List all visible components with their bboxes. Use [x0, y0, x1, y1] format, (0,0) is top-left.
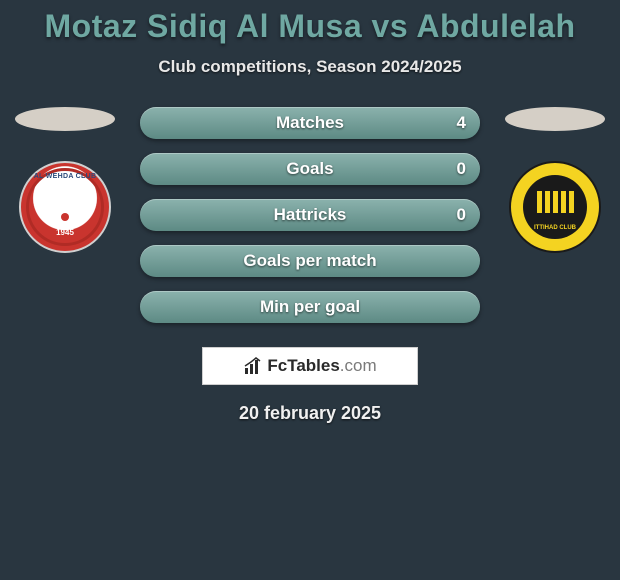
left-player-ellipse	[15, 107, 115, 131]
stat-bar-matches: Matches 4	[140, 107, 480, 139]
logo-suffix: .com	[340, 356, 377, 375]
right-column: ITTIHAD CLUB	[500, 107, 610, 253]
fctables-logo: FcTables.com	[202, 347, 418, 385]
stat-right-value: 0	[457, 205, 466, 225]
left-column: AL WEHDA CLUB 1945	[10, 107, 120, 253]
left-club-badge: AL WEHDA CLUB 1945	[19, 161, 111, 253]
stat-label: Goals per match	[243, 251, 376, 271]
chart-icon	[243, 356, 263, 376]
comparison-card: Motaz Sidiq Al Musa vs Abdulelah Club co…	[0, 0, 620, 424]
stat-bar-goals: Goals 0	[140, 153, 480, 185]
subtitle: Club competitions, Season 2024/2025	[0, 57, 620, 77]
stat-label: Min per goal	[260, 297, 360, 317]
right-badge-text: ITTIHAD CLUB	[511, 225, 599, 231]
stat-label: Goals	[286, 159, 333, 179]
left-badge-year: 1945	[21, 228, 109, 237]
left-badge-text: AL WEHDA CLUB	[21, 173, 109, 180]
player-icon	[52, 193, 78, 223]
badge-stripes-icon	[535, 191, 575, 213]
stats-column: Matches 4 Goals 0 Hattricks 0 Goals per …	[140, 107, 480, 323]
logo-brand: FcTables	[267, 356, 339, 375]
right-player-ellipse	[505, 107, 605, 131]
stat-bar-goals-per-match: Goals per match	[140, 245, 480, 277]
stat-bar-hattricks: Hattricks 0	[140, 199, 480, 231]
right-club-badge: ITTIHAD CLUB	[509, 161, 601, 253]
stat-right-value: 4	[457, 113, 466, 133]
stat-bar-min-per-goal: Min per goal	[140, 291, 480, 323]
stat-right-value: 0	[457, 159, 466, 179]
stat-label: Hattricks	[274, 205, 347, 225]
main-row: AL WEHDA CLUB 1945 Matches 4 Goals 0	[0, 107, 620, 323]
page-title: Motaz Sidiq Al Musa vs Abdulelah	[0, 8, 620, 45]
stat-label: Matches	[276, 113, 344, 133]
date-text: 20 february 2025	[0, 403, 620, 424]
logo-text: FcTables.com	[267, 356, 376, 376]
